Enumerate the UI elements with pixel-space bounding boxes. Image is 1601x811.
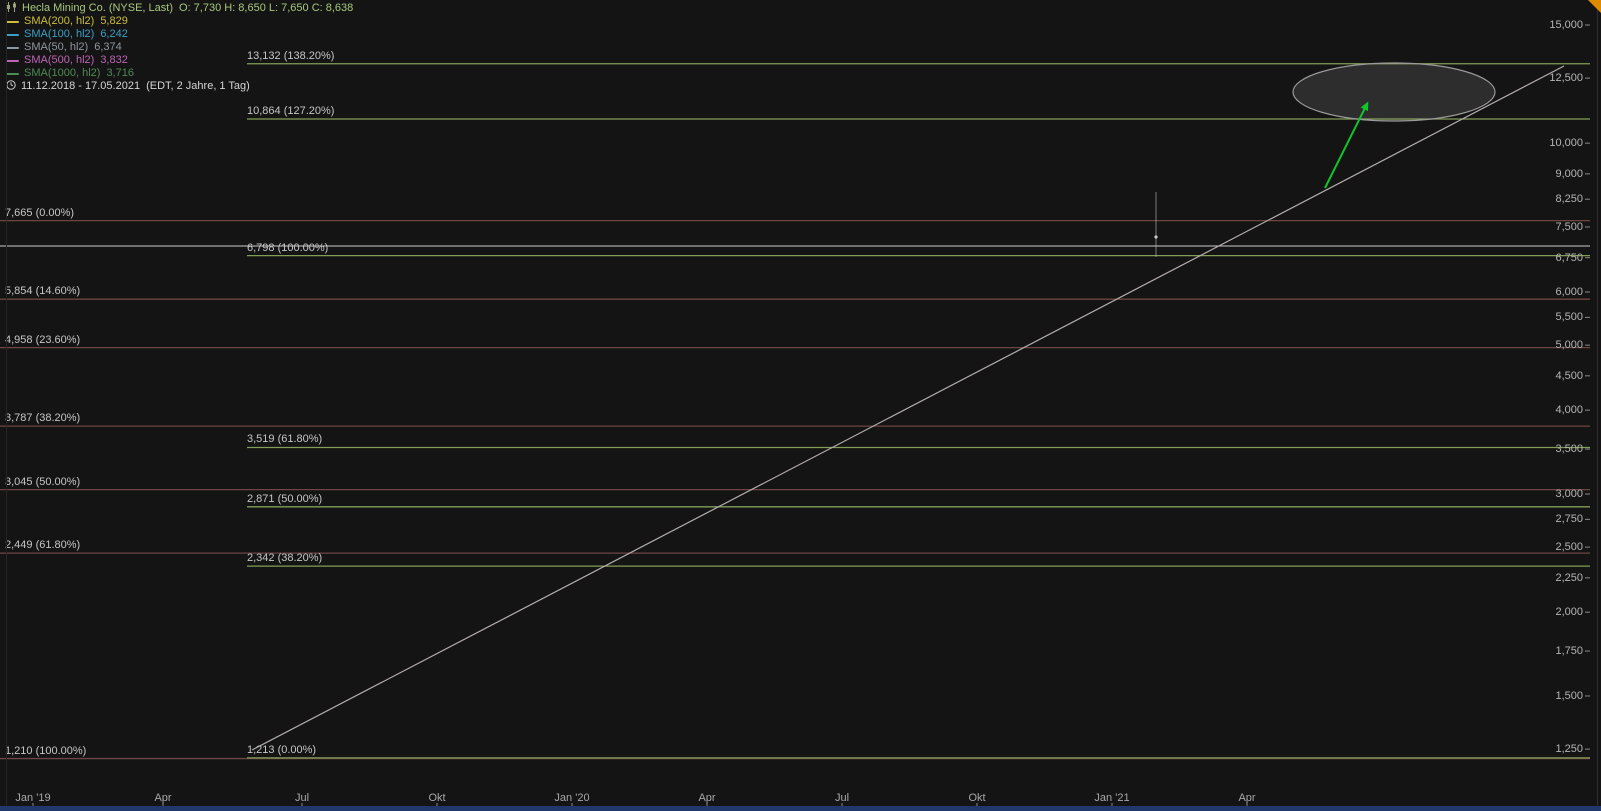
legend-item-sma50[interactable]: SMA(50, hl2) 6,374: [6, 41, 353, 54]
sma50-label: SMA(50, hl2): [24, 41, 89, 53]
sma500-label: SMA(500, hl2): [24, 54, 95, 66]
legend-item-sma100[interactable]: SMA(100, hl2) 6,242: [6, 28, 353, 41]
instrument-title: Hecla Mining Co. (NYSE, Last): [22, 2, 173, 14]
sma100-color-swatch: [6, 33, 19, 36]
sma50-value: 6,374: [94, 41, 122, 53]
period-detail: (EDT, 2 Jahre, 1 Tag): [146, 80, 250, 92]
candlestick-chart-icon: [6, 1, 17, 16]
sma1000-label: SMA(1000, hl2): [24, 67, 101, 79]
legend-item-sma200[interactable]: SMA(200, hl2) 5,829: [6, 15, 353, 28]
sma500-color-swatch: [6, 59, 19, 62]
sma1000-color-swatch: [6, 72, 19, 75]
date-range: 11.12.2018 - 17.05.2021: [21, 80, 141, 92]
fib-anchor-dot: [1154, 235, 1158, 239]
buy-arrow: [1324, 103, 1368, 189]
chart-legend: Hecla Mining Co. (NYSE, Last) O: 7,730 H…: [6, 1, 354, 94]
sma200-value: 5,829: [100, 15, 128, 27]
sma500-value: 3,832: [100, 54, 128, 66]
target-ellipse: [1292, 62, 1496, 122]
date-range-row[interactable]: 11.12.2018 - 17.05.2021 (EDT, 2 Jahre, 1…: [6, 79, 353, 94]
panel-bottom-bar: [0, 806, 1601, 811]
sma100-value: 6,242: [100, 28, 128, 40]
trendline: [251, 65, 1565, 751]
corner-notification-marker[interactable]: [1588, 0, 1601, 13]
sma100-label: SMA(100, hl2): [24, 28, 95, 40]
sma200-color-swatch: [6, 20, 19, 23]
fibonacci-lines[interactable]: [0, 63, 1590, 760]
legend-item-sma500[interactable]: SMA(500, hl2) 3,832: [6, 54, 353, 67]
sma200-label: SMA(200, hl2): [24, 15, 95, 27]
legend-item-sma1000[interactable]: SMA(1000, hl2) 3,716: [6, 67, 353, 80]
drawing-annotations[interactable]: [251, 62, 1565, 751]
instrument-header[interactable]: Hecla Mining Co. (NYSE, Last) O: 7,730 H…: [6, 1, 354, 16]
sma1000-value: 3,716: [106, 67, 134, 79]
ohlc-readout: O: 7,730 H: 8,650 L: 7,650 C: 8,638: [179, 2, 354, 14]
buy-arrow-head: [1360, 101, 1369, 112]
panel-left-border: [6, 0, 7, 806]
clock-icon: [6, 79, 16, 94]
price-axis-border: [1597, 0, 1598, 806]
axis-ticks: [32, 24, 1590, 808]
sma50-color-swatch: [6, 46, 19, 49]
